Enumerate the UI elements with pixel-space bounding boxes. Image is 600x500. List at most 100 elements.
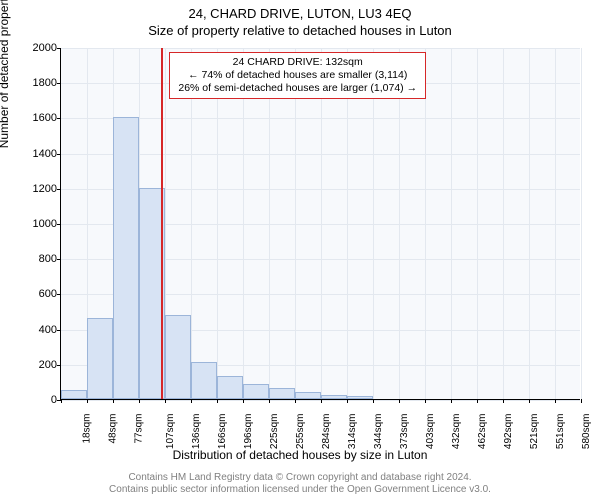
- annotation-box: 24 CHARD DRIVE: 132sqm← 74% of detached …: [169, 52, 426, 99]
- x-tick-label: 107sqm: [165, 414, 176, 450]
- histogram-bar: [347, 396, 373, 399]
- x-tick-mark: [269, 399, 270, 403]
- x-tick-mark: [347, 399, 348, 403]
- x-tick-mark: [191, 399, 192, 403]
- grid-line-v: [425, 48, 426, 399]
- histogram-bar: [269, 388, 295, 399]
- x-tick-label: 196sqm: [243, 414, 254, 450]
- x-tick-mark: [217, 399, 218, 403]
- histogram-bar: [321, 395, 347, 399]
- histogram-bar: [217, 376, 243, 399]
- grid-line-v: [347, 48, 348, 399]
- x-tick-label: 18sqm: [82, 414, 93, 444]
- y-tick-mark: [57, 365, 61, 366]
- x-tick-mark: [477, 399, 478, 403]
- y-tick-label: 2000: [17, 42, 57, 54]
- x-tick-mark: [295, 399, 296, 403]
- x-tick-label: 225sqm: [269, 414, 280, 450]
- chart-container: 24, CHARD DRIVE, LUTON, LU3 4EQ Size of …: [0, 0, 600, 500]
- x-tick-mark: [87, 399, 88, 403]
- y-tick-mark: [57, 48, 61, 49]
- y-tick-label: 0: [17, 394, 57, 406]
- annotation-line-1: 24 CHARD DRIVE: 132sqm: [178, 56, 417, 69]
- grid-line-v: [529, 48, 530, 399]
- x-tick-mark: [321, 399, 322, 403]
- y-tick-label: 200: [17, 359, 57, 371]
- annotation-line-2: ← 74% of detached houses are smaller (3,…: [178, 69, 417, 82]
- y-tick-mark: [57, 259, 61, 260]
- footer-line-1: Contains HM Land Registry data © Crown c…: [0, 472, 600, 484]
- y-tick-mark: [57, 330, 61, 331]
- y-tick-label: 400: [17, 324, 57, 336]
- grid-line-v: [243, 48, 244, 399]
- x-tick-mark: [61, 399, 62, 403]
- x-tick-label: 255sqm: [295, 414, 306, 450]
- x-tick-mark: [529, 399, 530, 403]
- y-tick-label: 1600: [17, 112, 57, 124]
- grid-line-v: [399, 48, 400, 399]
- y-tick-mark: [57, 224, 61, 225]
- grid-line-v: [373, 48, 374, 399]
- grid-line-v: [503, 48, 504, 399]
- footer-line-2: Contains public sector information licen…: [0, 484, 600, 496]
- y-tick-label: 600: [17, 288, 57, 300]
- histogram-bar: [295, 392, 321, 399]
- y-axis-label: Number of detached properties: [0, 0, 11, 148]
- y-tick-mark: [57, 189, 61, 190]
- y-tick-mark: [57, 294, 61, 295]
- x-tick-mark: [399, 399, 400, 403]
- x-tick-mark: [451, 399, 452, 403]
- y-tick-label: 1400: [17, 148, 57, 160]
- x-tick-mark: [425, 399, 426, 403]
- y-tick-mark: [57, 154, 61, 155]
- x-tick-mark: [555, 399, 556, 403]
- x-tick-mark: [139, 399, 140, 403]
- x-tick-mark: [165, 399, 166, 403]
- y-tick-label: 800: [17, 253, 57, 265]
- x-tick-mark: [503, 399, 504, 403]
- x-tick-label: 492sqm: [503, 414, 514, 450]
- x-tick-mark: [581, 399, 582, 403]
- y-tick-label: 1000: [17, 218, 57, 230]
- grid-line-v: [269, 48, 270, 399]
- x-axis-label: Distribution of detached houses by size …: [0, 448, 600, 462]
- histogram-bar: [113, 117, 139, 399]
- x-tick-label: 432sqm: [451, 414, 462, 450]
- grid-line-v: [581, 48, 582, 399]
- histogram-bar: [165, 315, 191, 399]
- x-tick-mark: [243, 399, 244, 403]
- x-tick-label: 551sqm: [555, 414, 566, 450]
- histogram-bar: [243, 384, 269, 399]
- x-tick-label: 373sqm: [399, 414, 410, 450]
- x-tick-label: 48sqm: [108, 414, 119, 444]
- plot-area: 24 CHARD DRIVE: 132sqm← 74% of detached …: [60, 48, 580, 400]
- x-tick-label: 136sqm: [191, 414, 202, 450]
- annotation-line-3: 26% of semi-detached houses are larger (…: [178, 82, 417, 95]
- grid-line-v: [555, 48, 556, 399]
- grid-line-v: [451, 48, 452, 399]
- grid-line-v: [217, 48, 218, 399]
- histogram-bar: [61, 390, 87, 399]
- x-tick-label: 284sqm: [321, 414, 332, 450]
- y-tick-label: 1200: [17, 183, 57, 195]
- x-tick-label: 77sqm: [134, 414, 145, 444]
- grid-line-v: [191, 48, 192, 399]
- grid-line-v: [321, 48, 322, 399]
- y-tick-mark: [57, 118, 61, 119]
- page-subtitle: Size of property relative to detached ho…: [0, 21, 600, 38]
- x-tick-label: 521sqm: [529, 414, 540, 450]
- footer-attribution: Contains HM Land Registry data © Crown c…: [0, 472, 600, 496]
- grid-line-v: [295, 48, 296, 399]
- y-tick-label: 1800: [17, 77, 57, 89]
- x-tick-label: 462sqm: [477, 414, 488, 450]
- x-tick-label: 403sqm: [425, 414, 436, 450]
- x-tick-label: 314sqm: [347, 414, 358, 450]
- marker-line: [161, 48, 163, 399]
- histogram-bar: [191, 362, 217, 399]
- grid-line-v: [477, 48, 478, 399]
- y-tick-mark: [57, 83, 61, 84]
- x-tick-label: 580sqm: [581, 414, 592, 450]
- page-title: 24, CHARD DRIVE, LUTON, LU3 4EQ: [0, 0, 600, 21]
- x-tick-label: 344sqm: [373, 414, 384, 450]
- histogram-bar: [87, 318, 113, 399]
